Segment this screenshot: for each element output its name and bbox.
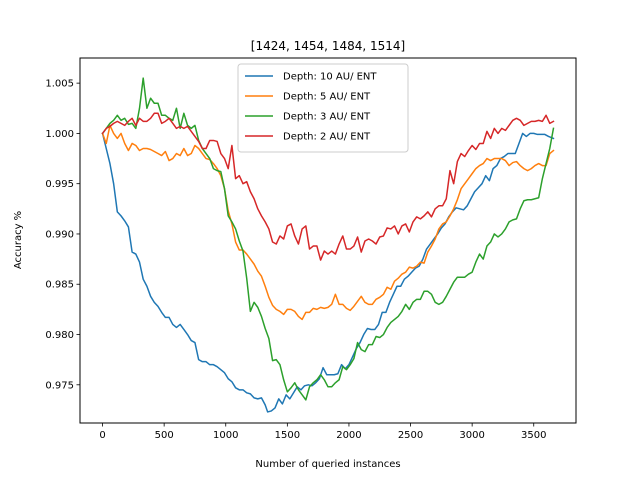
y-axis-ticks: 0.975 0.980 0.985 0.990 0.995 1.000 1.005 [45, 79, 80, 391]
legend: Depth: 10 AU/ ENT Depth: 5 AU/ ENT Depth: … [237, 63, 409, 153]
axes-frame [79, 57, 577, 424]
x-tick-label: 500 [155, 430, 174, 441]
series-line-2 [101, 124, 555, 321]
x-tick-label: 1000 [213, 430, 238, 441]
x-axis-label: Number of queried instances [255, 459, 400, 470]
series-line-3 [101, 77, 555, 401]
legend-box [237, 63, 409, 153]
plot-area [79, 57, 577, 424]
y-tick-label: 1.005 [45, 79, 74, 90]
x-tick-label: 3500 [521, 430, 546, 441]
series-layer [101, 77, 555, 413]
legend-label-3: Depth: 3 AU/ ENT [283, 112, 371, 123]
y-axis-label: Accuracy % [13, 211, 24, 269]
legend-label-1: Depth: 10 AU/ ENT [283, 72, 377, 83]
series-line-4 [101, 112, 555, 261]
legend-label-4: Depth: 2 AU/ ENT [283, 132, 371, 143]
y-tick-label: 0.995 [45, 179, 74, 190]
x-tick-label: 1500 [275, 430, 300, 441]
y-tick-label: 0.985 [45, 280, 74, 291]
x-tick-label: 2000 [336, 430, 361, 441]
x-tick-label: 0 [99, 430, 105, 441]
series-line-1 [101, 132, 555, 413]
x-tick-label: 3000 [459, 430, 484, 441]
legend-label-2: Depth: 5 AU/ ENT [283, 92, 371, 103]
y-tick-label: 0.980 [45, 330, 74, 341]
chart-title: [1424, 1454, 1484, 1514] [251, 39, 405, 53]
y-tick-label: 0.975 [45, 380, 74, 391]
y-tick-label: 1.000 [45, 129, 74, 140]
x-tick-label: 2500 [398, 430, 423, 441]
y-tick-label: 0.990 [45, 229, 74, 240]
x-axis-ticks: 0 500 1000 1500 2000 2500 3000 3500 [99, 423, 546, 441]
